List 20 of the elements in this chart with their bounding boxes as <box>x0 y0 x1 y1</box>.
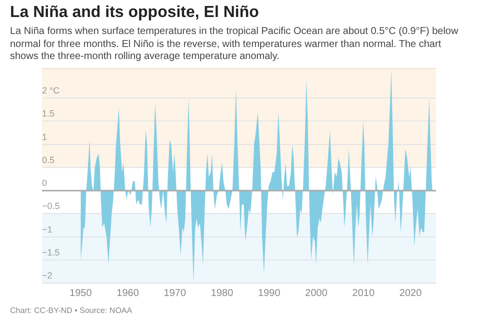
chart-title: La Niña and its opposite, El Niño <box>10 4 259 22</box>
x-tick-label: 2000 <box>305 288 328 299</box>
text: Chart: CC-BY-ND • Source: NOAA <box>10 306 132 315</box>
x-tick-label: 1960 <box>116 288 140 299</box>
x-tick-label: 1950 <box>70 288 92 299</box>
x-tick-label: 1980 <box>210 288 234 299</box>
x-tick-label: 2010 <box>352 288 375 299</box>
y-tick-label: 2 °C <box>42 86 60 96</box>
y-tick-label: −0.5 <box>42 201 60 212</box>
chart-subtitle: La Niña forms when surface temperatures in the tropical Pacific Ocean are about 0.5°C (0.9°F) below normal for three months. El Niño is the reverse, with temperatures warmer than normal. The chart shows the three-month rolling average temperature anomaly. <box>10 26 460 64</box>
y-tick-label: 1.5 <box>42 108 55 119</box>
y-tick-label: −2 <box>42 270 52 281</box>
y-tick-label: −1 <box>42 224 52 234</box>
y-tick-label: 1 <box>42 132 48 142</box>
y-tick-label: 0 <box>42 178 48 188</box>
x-tick-label: 1970 <box>164 288 186 299</box>
x-tick-label: 2020 <box>399 288 422 299</box>
x-tick-label: 1990 <box>258 288 281 299</box>
y-tick-label: −1.5 <box>42 247 60 258</box>
y-tick-label: 0.5 <box>42 154 55 165</box>
